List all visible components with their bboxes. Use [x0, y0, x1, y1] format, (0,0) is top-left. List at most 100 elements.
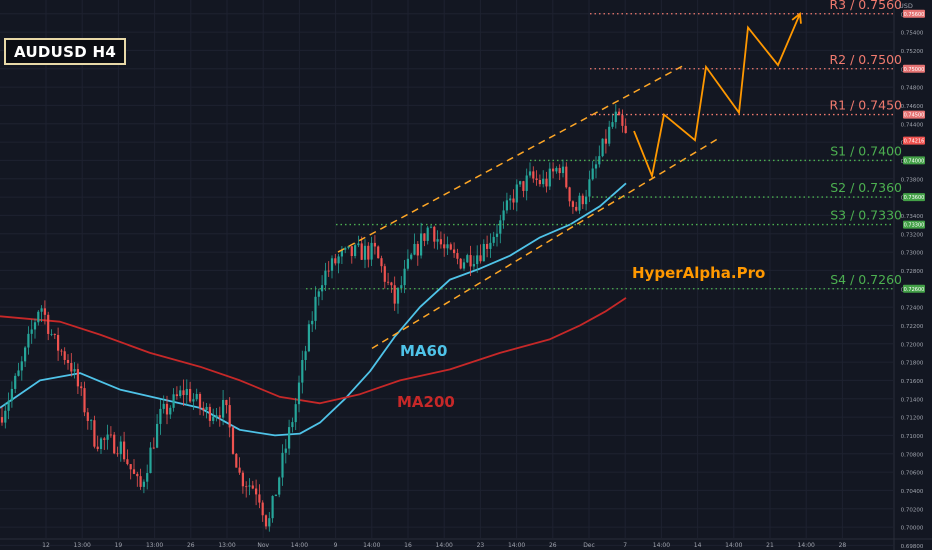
candle-body	[235, 453, 238, 468]
x-tick-label: 14:00	[508, 542, 525, 549]
candle-body	[307, 324, 310, 352]
candle-body	[152, 447, 155, 449]
candle-body	[594, 164, 598, 169]
x-tick-label: 16	[404, 542, 412, 549]
candle-body	[406, 258, 409, 269]
level-tag-text: 0.73600	[904, 195, 925, 201]
watermark-label: HyperAlpha.Pro	[632, 264, 765, 282]
candle-body	[195, 393, 198, 400]
x-tick-label: 13:00	[146, 542, 163, 549]
candle-body	[542, 178, 545, 185]
candle-body	[357, 243, 360, 246]
candle-body	[261, 502, 264, 516]
candle-body	[291, 422, 294, 428]
candle-body	[83, 388, 86, 413]
candle-body	[476, 255, 479, 265]
candle-body	[413, 243, 416, 255]
candle-body	[185, 388, 188, 396]
candle-body	[218, 415, 221, 418]
candle-body	[555, 167, 558, 172]
candle-body	[241, 472, 244, 487]
price-axis[interactable]: 0.75600 0.75400 0.75200 0.75000 0.74800 0.746…	[893, 0, 925, 550]
x-tick-label: 21	[766, 542, 774, 549]
level-tag	[903, 110, 925, 119]
y-tick-label: 0.73200	[901, 232, 924, 238]
candle-body	[400, 285, 403, 289]
candle-body	[568, 187, 571, 202]
y-tick-label: 0.71600	[901, 379, 924, 385]
candle-body	[297, 382, 301, 405]
candle-body	[63, 351, 66, 360]
candle-body	[538, 179, 541, 185]
y-tick-label: 0.70000	[901, 526, 924, 532]
y-tick-label: 0.72800	[901, 269, 924, 275]
candle-body	[380, 258, 383, 267]
candle-body	[202, 407, 205, 411]
candle-body	[505, 200, 508, 211]
level-tag-text: 0.75600	[904, 12, 925, 18]
level-tag	[903, 284, 925, 293]
y-tick-label: 0.71000	[901, 434, 924, 440]
candle-body	[449, 244, 452, 250]
candle-body	[499, 220, 502, 234]
candle-body	[552, 168, 555, 172]
candle-body	[159, 408, 162, 424]
candle-body	[24, 347, 27, 362]
candle-body	[591, 168, 594, 180]
candle-body	[621, 115, 624, 126]
candle-body	[103, 438, 106, 440]
candle-body	[245, 486, 248, 488]
candle-body	[565, 166, 568, 188]
candle-body	[535, 178, 538, 180]
x-tick-label: 14:00	[291, 542, 308, 549]
candle-body	[70, 363, 73, 372]
channel-lower-line	[371, 136, 721, 349]
candle-body	[198, 393, 202, 408]
projection-path	[633, 13, 801, 180]
candle-body	[624, 125, 627, 134]
x-tick-label: 14:00	[725, 542, 742, 549]
candle-body	[548, 168, 551, 187]
candle-body	[86, 412, 89, 421]
candle-body	[446, 244, 449, 249]
candle-body	[212, 416, 215, 421]
candle-body	[344, 247, 347, 250]
candle-body	[156, 423, 159, 448]
candle-body	[146, 473, 149, 482]
candle-body	[274, 494, 277, 497]
candle-body	[30, 329, 33, 334]
candle-body	[429, 226, 433, 228]
candle-body	[420, 233, 423, 256]
y-tick-label: 0.75400	[901, 31, 924, 37]
candle-body	[512, 198, 515, 203]
candle-body	[482, 243, 485, 262]
projection-arrowhead	[791, 12, 802, 24]
candle-body	[301, 360, 304, 383]
y-tick-label: 0.70800	[901, 452, 924, 458]
candle-body	[40, 308, 43, 312]
x-tick-label: 13:00	[218, 542, 235, 549]
candle-body	[416, 243, 419, 256]
candle-body	[545, 178, 548, 187]
candle-body	[189, 388, 192, 402]
candle-body	[175, 394, 178, 397]
candle-body	[327, 270, 330, 272]
level-tag	[903, 156, 925, 165]
level-label-s1: S1 / 0.7400	[830, 143, 902, 158]
candle-body	[601, 138, 604, 157]
candle-body	[126, 459, 129, 465]
y-tick-label: 0.70200	[901, 507, 924, 513]
candle-body	[423, 233, 426, 241]
candle-body	[370, 242, 373, 260]
candle-body	[17, 370, 20, 376]
x-tick-label: 23	[477, 542, 485, 549]
candle-body	[604, 138, 607, 144]
level-tag-text: 0.74500	[904, 113, 925, 119]
series-label-ma200: MA200	[397, 393, 455, 411]
candle-body	[321, 285, 324, 292]
level-tag-text: 0.74000	[904, 158, 925, 164]
candle-body	[192, 399, 195, 402]
time-axis[interactable]: 12 13:00 19 13:00 26 13:00 Nov 14:00 9 14:00 16 14:…	[0, 538, 932, 549]
candle-body	[588, 179, 591, 197]
